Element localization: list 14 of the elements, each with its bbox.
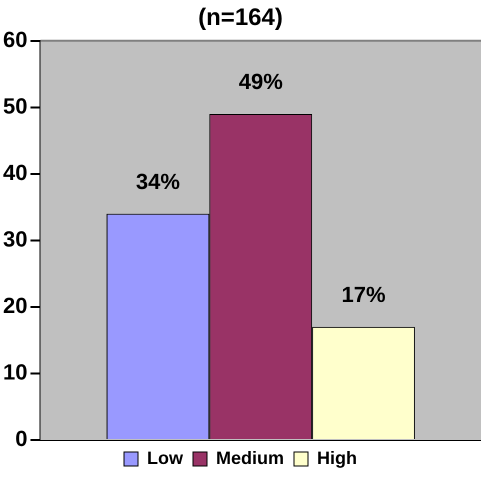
y-tick-label: 30 [2, 226, 28, 252]
y-tick-label: 10 [2, 360, 28, 385]
y-tick-label: 20 [2, 292, 28, 318]
data-label: 34% [136, 168, 180, 194]
y-tick-label: 50 [2, 93, 28, 118]
chart-title: (n=164) [198, 4, 283, 32]
legend-label: Low [147, 448, 184, 468]
data-label: 17% [342, 282, 386, 307]
y-tick-label: 60 [2, 26, 28, 52]
data-label: 49% [238, 69, 283, 94]
legend-label: High [317, 448, 357, 468]
legend-label: Medium [216, 448, 284, 468]
y-tick-label: 0 [15, 426, 28, 452]
y-tick-label: 40 [2, 160, 28, 185]
